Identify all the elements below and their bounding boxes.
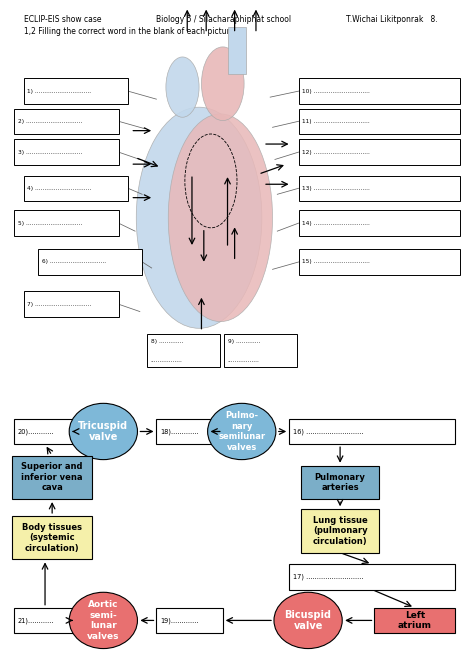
Text: 20)............: 20)............ xyxy=(18,428,55,435)
FancyBboxPatch shape xyxy=(24,291,119,317)
Text: 10) ..............................: 10) .............................. xyxy=(302,88,370,94)
Text: 14) ..............................: 14) .............................. xyxy=(302,220,370,226)
Text: Aortic
semi-
lunar
valves: Aortic semi- lunar valves xyxy=(87,600,119,641)
Text: 21)............: 21)............ xyxy=(18,617,55,624)
Text: .................: ................. xyxy=(228,358,259,363)
FancyBboxPatch shape xyxy=(374,608,455,633)
FancyBboxPatch shape xyxy=(156,419,223,444)
FancyBboxPatch shape xyxy=(14,608,76,633)
Text: 12) ..............................: 12) .............................. xyxy=(302,149,370,155)
FancyBboxPatch shape xyxy=(12,456,92,499)
Text: Left
atrium: Left atrium xyxy=(398,611,432,630)
Text: 6) ..............................: 6) .............................. xyxy=(42,259,106,265)
Text: Bicuspid
valve: Bicuspid valve xyxy=(284,610,332,631)
FancyBboxPatch shape xyxy=(14,210,118,236)
Text: 3) ..............................: 3) .............................. xyxy=(18,149,82,155)
Text: 18).............: 18)............. xyxy=(160,428,199,435)
Text: Biology 5 / Silacharaphiphat school: Biology 5 / Silacharaphiphat school xyxy=(156,15,292,23)
FancyBboxPatch shape xyxy=(299,249,460,275)
FancyBboxPatch shape xyxy=(14,139,118,165)
Ellipse shape xyxy=(69,403,137,460)
Text: 2) ..............................: 2) .............................. xyxy=(18,119,82,124)
Ellipse shape xyxy=(201,47,244,121)
Text: 8) .............: 8) ............. xyxy=(151,339,183,344)
Text: 17) ...........................: 17) ........................... xyxy=(293,574,364,580)
Ellipse shape xyxy=(166,57,199,117)
FancyBboxPatch shape xyxy=(38,249,142,275)
FancyBboxPatch shape xyxy=(289,419,455,444)
Text: 19).............: 19)............. xyxy=(160,617,199,624)
Bar xyxy=(228,27,246,74)
Text: 5) ..............................: 5) .............................. xyxy=(18,220,82,226)
Text: 4) ..............................: 4) .............................. xyxy=(27,186,92,191)
Text: 1) ..............................: 1) .............................. xyxy=(27,88,91,94)
Text: 7) ..............................: 7) .............................. xyxy=(27,302,92,307)
FancyBboxPatch shape xyxy=(147,334,220,367)
FancyBboxPatch shape xyxy=(14,109,118,134)
Text: 15) ..............................: 15) .............................. xyxy=(302,259,370,265)
Text: Pulmonary
arteries: Pulmonary arteries xyxy=(315,473,365,492)
Ellipse shape xyxy=(274,592,342,649)
Text: Superior and
inferior vena
cava: Superior and inferior vena cava xyxy=(21,462,83,492)
FancyBboxPatch shape xyxy=(299,210,460,236)
FancyBboxPatch shape xyxy=(301,466,379,499)
FancyBboxPatch shape xyxy=(299,176,460,201)
Ellipse shape xyxy=(208,403,276,460)
FancyBboxPatch shape xyxy=(24,176,128,201)
Text: 11) ..............................: 11) .............................. xyxy=(302,119,370,124)
Text: Lung tissue
(pulmonary
circulation): Lung tissue (pulmonary circulation) xyxy=(313,516,367,546)
FancyBboxPatch shape xyxy=(14,419,76,444)
Text: Pulmo-
nary
semilunar
valves: Pulmo- nary semilunar valves xyxy=(218,411,265,452)
Text: ECLIP-EIS show case: ECLIP-EIS show case xyxy=(24,15,101,23)
Text: 1,2 Filling the correct word in the blank of each picture.: 1,2 Filling the correct word in the blan… xyxy=(24,27,237,36)
FancyBboxPatch shape xyxy=(299,139,460,165)
FancyBboxPatch shape xyxy=(289,564,455,590)
Text: Tricuspid
valve: Tricuspid valve xyxy=(78,421,128,442)
Ellipse shape xyxy=(168,114,273,322)
Ellipse shape xyxy=(69,592,137,649)
Ellipse shape xyxy=(136,107,262,328)
FancyBboxPatch shape xyxy=(12,516,92,559)
FancyBboxPatch shape xyxy=(156,608,223,633)
FancyBboxPatch shape xyxy=(299,78,460,104)
Text: .................: ................. xyxy=(151,358,182,363)
FancyBboxPatch shape xyxy=(299,109,460,134)
FancyBboxPatch shape xyxy=(224,334,297,367)
Text: T.Wichai Likitponrak   8.: T.Wichai Likitponrak 8. xyxy=(346,15,438,23)
FancyBboxPatch shape xyxy=(24,78,128,104)
Text: 16) ...........................: 16) ........................... xyxy=(293,428,364,435)
Text: 9) .............: 9) ............. xyxy=(228,339,260,344)
Text: Body tissues
(systemic
circulation): Body tissues (systemic circulation) xyxy=(22,523,82,553)
FancyBboxPatch shape xyxy=(301,509,379,553)
Text: 13) ..............................: 13) .............................. xyxy=(302,186,370,191)
